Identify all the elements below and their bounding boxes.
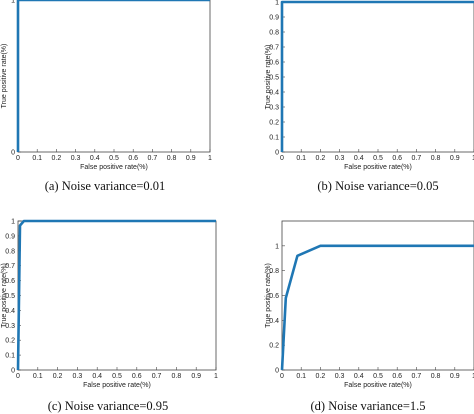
- x-tick-label: 0.3: [335, 155, 345, 162]
- x-axis-label: False positive rate(%): [83, 382, 151, 389]
- x-tick-label: 0.9: [191, 373, 201, 380]
- y-axis-label: True positive rate(%): [265, 45, 272, 110]
- x-tick-label: 0.6: [132, 373, 142, 380]
- y-tick-label: 1: [275, 0, 279, 7]
- plot-frame: [17, 220, 217, 371]
- roc-curve: [280, 244, 474, 371]
- y-tick-label: 0.5: [5, 293, 15, 300]
- x-tick-label: 0.9: [186, 155, 196, 162]
- y-tick-label: 0.3: [5, 323, 15, 330]
- x-tick-label: 0.5: [373, 373, 383, 380]
- x-axis-label: False positive rate(%): [80, 164, 148, 171]
- roc-curve: [16, 219, 216, 371]
- x-tick-label: 0.3: [335, 373, 345, 380]
- y-tick-label: 0: [275, 150, 279, 157]
- x-tick-label: 0.5: [109, 155, 119, 162]
- roc-panel: 0 0.1 0.2 0.3 0.4 0.5 0.6 0.7 0.8 0.9 1 0 0.1 0.2 0.3 0…: [1, 219, 218, 414]
- roc-panel: 0 0.1 0.2 0.3 0.4 0.5 0.6 0.7 0.8 0.9 1 0 0.2 0.4 0.6 0…: [265, 220, 474, 413]
- x-tick-label: 1: [214, 373, 218, 380]
- x-tick-label: 0.8: [431, 155, 441, 162]
- x-tick-label: 0.1: [32, 155, 42, 162]
- x-tick-label: 0.1: [296, 373, 306, 380]
- y-tick-label: 0.3: [269, 105, 279, 112]
- x-tick-label: 0.9: [450, 155, 460, 162]
- x-tick-label: 0.2: [316, 373, 326, 380]
- plot-frame: [281, 1, 474, 153]
- x-tick-label: 0.2: [53, 373, 63, 380]
- plot-frame: [17, 0, 211, 153]
- y-tick-label: 0.6: [269, 293, 279, 300]
- y-tick-label: 0.2: [269, 120, 279, 127]
- x-tick-label: 0.5: [373, 155, 383, 162]
- x-axis-label: False positive rate(%): [344, 164, 412, 171]
- y-tick-label: 0.2: [269, 343, 279, 350]
- y-tick-label: 0.2: [5, 338, 15, 345]
- y-tick-label: 0.8: [5, 248, 15, 255]
- x-tick-label: 0.6: [392, 373, 402, 380]
- x-tick-label: 1: [472, 373, 474, 380]
- y-tick-label: 0: [11, 150, 15, 157]
- x-tick-label: 0.7: [412, 373, 422, 380]
- x-tick-label: 0.8: [172, 373, 182, 380]
- x-tick-label: 0.3: [73, 373, 83, 380]
- y-tick-label: 0.8: [269, 268, 279, 275]
- y-tick-label: 0: [275, 368, 279, 375]
- panel-caption: (d) Noise variance=1.5: [311, 399, 426, 413]
- y-tick-label: 0.6: [269, 60, 279, 67]
- y-tick-label: 0.9: [5, 233, 15, 240]
- y-axis-label: True positive rate(%): [265, 263, 272, 328]
- y-tick-label: 0: [11, 368, 15, 375]
- x-tick-label: 0.7: [148, 155, 158, 162]
- x-tick-label: 0: [280, 373, 284, 380]
- x-tick-label: 0.4: [92, 373, 102, 380]
- x-tick-label: 0: [280, 155, 284, 162]
- x-tick-label: 0.7: [412, 155, 422, 162]
- x-tick-label: 0.8: [167, 155, 177, 162]
- x-tick-label: 0.2: [52, 155, 62, 162]
- roc-panel: 0 0.1 0.2 0.3 0.4 0.5 0.6 0.7 0.8 0.9 1 0 0.1 0.2 0.3 0…: [265, 0, 474, 193]
- x-tick-label: 0: [16, 155, 20, 162]
- y-axis-label: True positive rate(%): [1, 44, 8, 109]
- x-tick-label: 1: [472, 155, 474, 162]
- x-tick-label: 0.7: [152, 373, 162, 380]
- panel-caption: (c) Noise variance=0.95: [48, 399, 169, 413]
- plot-frame: [281, 220, 474, 371]
- x-tick-label: 0.1: [33, 373, 43, 380]
- roc-curve: [280, 0, 474, 152]
- x-tick-label: 1: [208, 155, 212, 162]
- y-tick-label: 0.7: [269, 45, 279, 52]
- y-tick-label: 0.4: [269, 318, 279, 325]
- y-tick-label: 1: [11, 219, 15, 226]
- x-tick-label: 0.3: [71, 155, 81, 162]
- roc-panel: 0 0.1 0.2 0.3 0.4 0.5 0.6 0.7 0.8 0.9 1 0 1 False pos…: [1, 0, 212, 193]
- panel-caption: (b) Noise variance=0.05: [317, 179, 438, 193]
- y-tick-label: 0.1: [5, 353, 15, 360]
- y-tick-label: 0.7: [5, 263, 15, 270]
- x-tick-label: 0.4: [90, 155, 100, 162]
- y-tick-label: 0.4: [5, 308, 15, 315]
- y-tick-label: 0.6: [5, 278, 15, 285]
- y-tick-label: 1: [275, 243, 279, 250]
- y-tick-label: 1: [11, 0, 15, 5]
- x-tick-label: 0.8: [431, 373, 441, 380]
- x-tick-label: 0.6: [392, 155, 402, 162]
- x-tick-label: 0: [16, 373, 20, 380]
- y-axis-label: True positive rate(%): [1, 263, 8, 328]
- y-tick-label: 0.1: [269, 135, 279, 142]
- x-tick-label: 0.5: [112, 373, 122, 380]
- y-tick-label: 0.9: [269, 15, 279, 22]
- x-tick-label: 0.4: [354, 373, 364, 380]
- y-tick-label: 0.4: [269, 90, 279, 97]
- x-tick-label: 0.6: [128, 155, 138, 162]
- x-tick-label: 0.9: [450, 373, 460, 380]
- panel-caption: (a) Noise variance=0.01: [45, 179, 166, 193]
- x-tick-label: 0.1: [296, 155, 306, 162]
- y-tick-label: 0.5: [269, 75, 279, 82]
- x-axis-label: False positive rate(%): [344, 382, 412, 389]
- x-tick-label: 0.4: [354, 155, 364, 162]
- y-tick-label: 0.8: [269, 30, 279, 37]
- x-tick-label: 0.2: [316, 155, 326, 162]
- roc-curve: [16, 0, 210, 152]
